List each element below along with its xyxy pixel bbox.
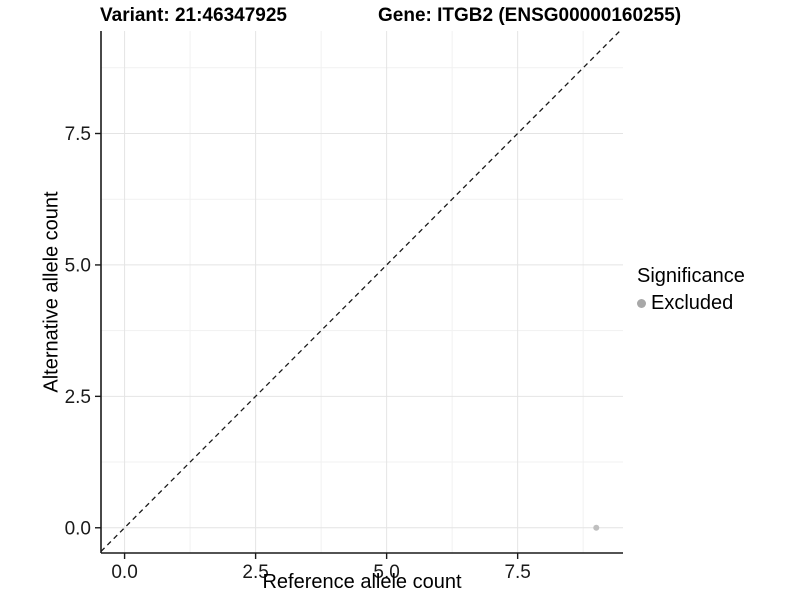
legend-item-excluded: Excluded xyxy=(637,292,745,315)
y-tick-label: 7.5 xyxy=(65,124,91,145)
y-tick-label: 0.0 xyxy=(65,518,91,539)
identity-line xyxy=(100,30,621,552)
x-tick-label: 5.0 xyxy=(373,562,399,583)
legend-title: Significance xyxy=(637,265,745,287)
variant-title: Variant: 21:46347925 xyxy=(100,5,287,26)
x-tick-label: 2.5 xyxy=(242,562,268,583)
point-key-icon xyxy=(637,299,646,308)
x-tick-label: 7.5 xyxy=(504,562,530,583)
x-tick-label: 0.0 xyxy=(111,562,137,583)
y-tick-label: 2.5 xyxy=(65,387,91,408)
x-axis-title: Reference allele count xyxy=(262,571,462,593)
y-tick-label: 5.0 xyxy=(65,255,91,276)
y-axis-title: Alternative allele count xyxy=(40,191,63,393)
data-point xyxy=(593,524,600,531)
legend-item-label: Excluded xyxy=(651,292,734,314)
legend: Significance Excluded xyxy=(637,265,745,315)
gene-title: Gene: ITGB2 (ENSG00000160255) xyxy=(378,5,682,26)
